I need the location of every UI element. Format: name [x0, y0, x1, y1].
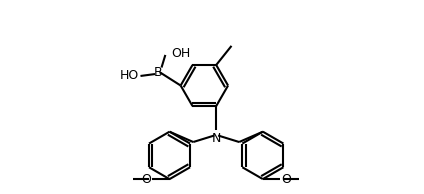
Text: HO: HO: [119, 69, 139, 82]
Text: O: O: [281, 173, 291, 186]
Text: O: O: [142, 173, 151, 186]
Text: N: N: [212, 132, 221, 145]
Text: B: B: [153, 66, 162, 79]
Text: OH: OH: [171, 47, 190, 60]
